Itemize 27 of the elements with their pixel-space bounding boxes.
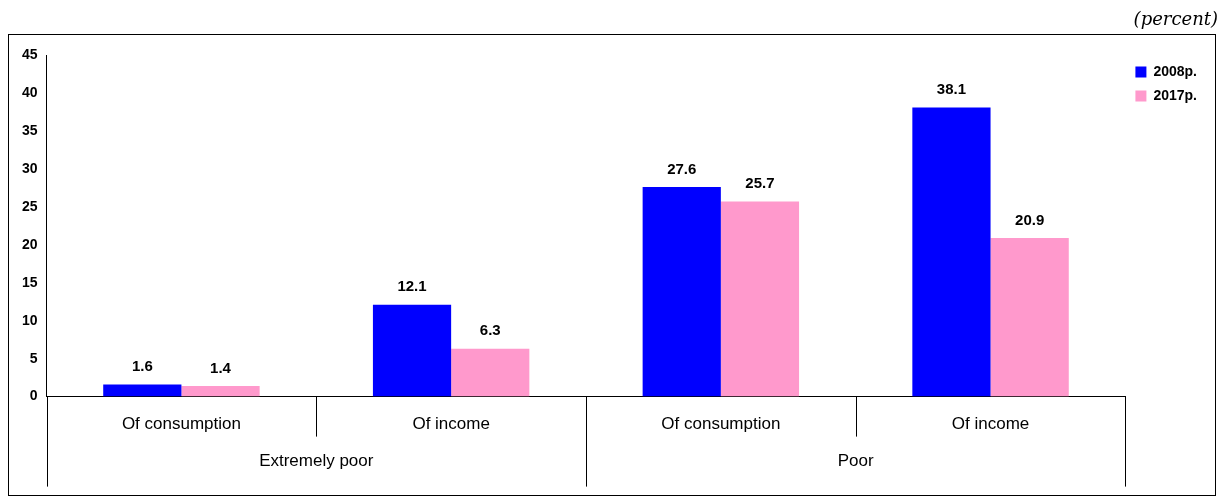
data-label: 20.9: [1015, 210, 1045, 228]
y-tick-label: 40: [21, 83, 38, 100]
y-tick-label: 5: [29, 349, 38, 366]
x-tick-label: Of income: [951, 414, 1030, 434]
y-tick-label: 10: [21, 311, 38, 328]
y-tick-label: 45: [21, 45, 38, 62]
data-label: 1.4: [210, 358, 232, 376]
y-tick-label: 35: [21, 121, 38, 138]
legend-label: 2008p.: [1153, 62, 1198, 79]
data-label: 38.1: [936, 80, 967, 98]
x-tick-label: Of consumption: [661, 414, 781, 434]
y-tick-label: 20: [21, 235, 38, 252]
y-tick-label: 0: [29, 387, 38, 404]
y-tick-label: 25: [21, 197, 38, 214]
text: (percent): [1132, 8, 1218, 31]
data-label: 6.3: [479, 321, 501, 339]
x-tick-label: Of income: [412, 414, 490, 434]
x-tick-label: Of consumption: [121, 414, 241, 434]
legend-label: 2017p.: [1153, 86, 1198, 103]
text: Poor: [837, 451, 874, 471]
data-label: 25.7: [745, 174, 775, 192]
data-label: 1.6: [131, 357, 153, 375]
y-tick-label: 30: [21, 159, 38, 176]
data-label: 12.1: [397, 277, 427, 295]
y-tick-label: 15: [21, 273, 38, 290]
text: Extremely poor: [259, 451, 374, 471]
data-label: 27.6: [667, 159, 697, 177]
